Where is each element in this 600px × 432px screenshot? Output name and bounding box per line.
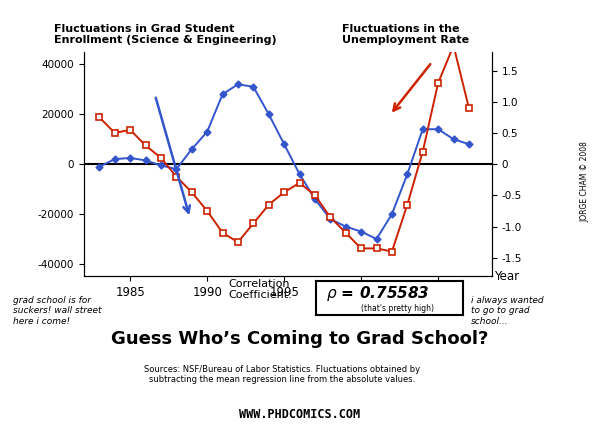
Text: $\rho$ = 0.75583: $\rho$ = 0.75583 (326, 284, 430, 303)
Text: WWW.PHDCOMICS.COM: WWW.PHDCOMICS.COM (239, 408, 361, 421)
Text: Year: Year (494, 270, 520, 283)
Text: i always wanted
to go to grad
school...: i always wanted to go to grad school... (471, 296, 544, 326)
Text: (that's pretty high): (that's pretty high) (361, 304, 434, 313)
Text: Fluctuations in the
Unemployment Rate: Fluctuations in the Unemployment Rate (342, 24, 469, 45)
Text: Guess Who’s Coming to Grad School?: Guess Who’s Coming to Grad School? (112, 330, 488, 349)
Text: Sources: NSF/Bureau of Labor Statistics. Fluctuations obtained by
subtracting th: Sources: NSF/Bureau of Labor Statistics.… (144, 365, 420, 384)
Text: JORGE CHAM © 2008: JORGE CHAM © 2008 (580, 141, 589, 222)
Text: Correlation
Coefficient:: Correlation Coefficient: (228, 279, 292, 300)
Text: Fluctuations in Grad Student
Enrollment (Science & Engineering): Fluctuations in Grad Student Enrollment … (54, 24, 277, 45)
Text: grad school is for
suckers! wall street
here i come!: grad school is for suckers! wall street … (13, 296, 102, 326)
